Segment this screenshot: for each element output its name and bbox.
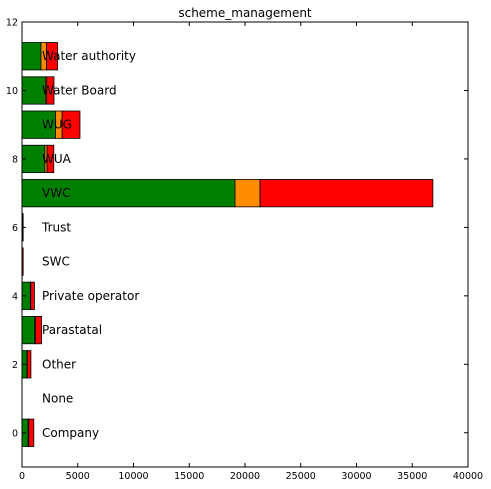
category-label-10: Water Board	[42, 83, 117, 97]
y-tick-label-2: 4	[12, 291, 18, 302]
y-tick-label-6: 12	[6, 18, 18, 29]
plot-frame	[21, 21, 469, 468]
bar-green-9	[21, 110, 56, 139]
x-tick-label-5: 25000	[286, 471, 316, 482]
category-label-7: VWC	[42, 186, 70, 200]
bar-red-10	[46, 76, 55, 105]
x-tick-label-1: 5000	[66, 471, 90, 482]
category-label-8: WUA	[42, 152, 72, 166]
y-tick-label-0: 0	[12, 428, 18, 439]
category-label-3: Parastatal	[42, 323, 102, 337]
category-label-0: Company	[42, 426, 99, 440]
category-label-1: None	[42, 392, 73, 406]
bar-red-2	[26, 350, 32, 379]
x-tick-label-0: 0	[19, 471, 25, 482]
bar-green-11	[21, 42, 42, 71]
bar-red-11	[46, 42, 59, 71]
x-tick-label-7: 35000	[397, 471, 427, 482]
bar-orange-7	[234, 179, 261, 208]
category-labels: Company None Other Parastatal Private operat…	[41, 49, 139, 440]
bar-red-9	[61, 110, 81, 139]
bar-red-4	[30, 281, 35, 310]
category-label-2: Other	[42, 357, 76, 371]
y-tick-label-4: 8	[12, 154, 18, 165]
bar-red-3	[34, 315, 42, 345]
category-label-5: SWC	[42, 255, 70, 269]
category-label-9: WUG	[42, 118, 72, 132]
category-label-4: Private operator	[42, 289, 139, 303]
chart-title: scheme_management	[178, 6, 312, 20]
x-tick-label-8: 40000	[453, 471, 483, 482]
category-label-11: Water authority	[42, 49, 136, 63]
bar-red-8	[46, 144, 55, 174]
axis-ticks: 0 5000 10000 15000 20000 25000 30000 35000 40000…	[6, 18, 483, 483]
bars-layer	[21, 42, 434, 447]
category-label-6: Trust	[41, 220, 71, 234]
bar-red-0	[28, 418, 35, 447]
x-tick-label-3: 15000	[174, 471, 204, 482]
x-tick-label-6: 30000	[341, 471, 371, 482]
y-tick-label-1: 2	[12, 360, 18, 371]
y-tick-label-3: 6	[12, 223, 18, 234]
x-tick-label-2: 10000	[118, 471, 148, 482]
x-tick-label-4: 20000	[230, 471, 260, 482]
bar-red-7	[259, 179, 434, 208]
bar-green-3	[21, 315, 36, 345]
y-tick-label-5: 10	[6, 86, 18, 97]
